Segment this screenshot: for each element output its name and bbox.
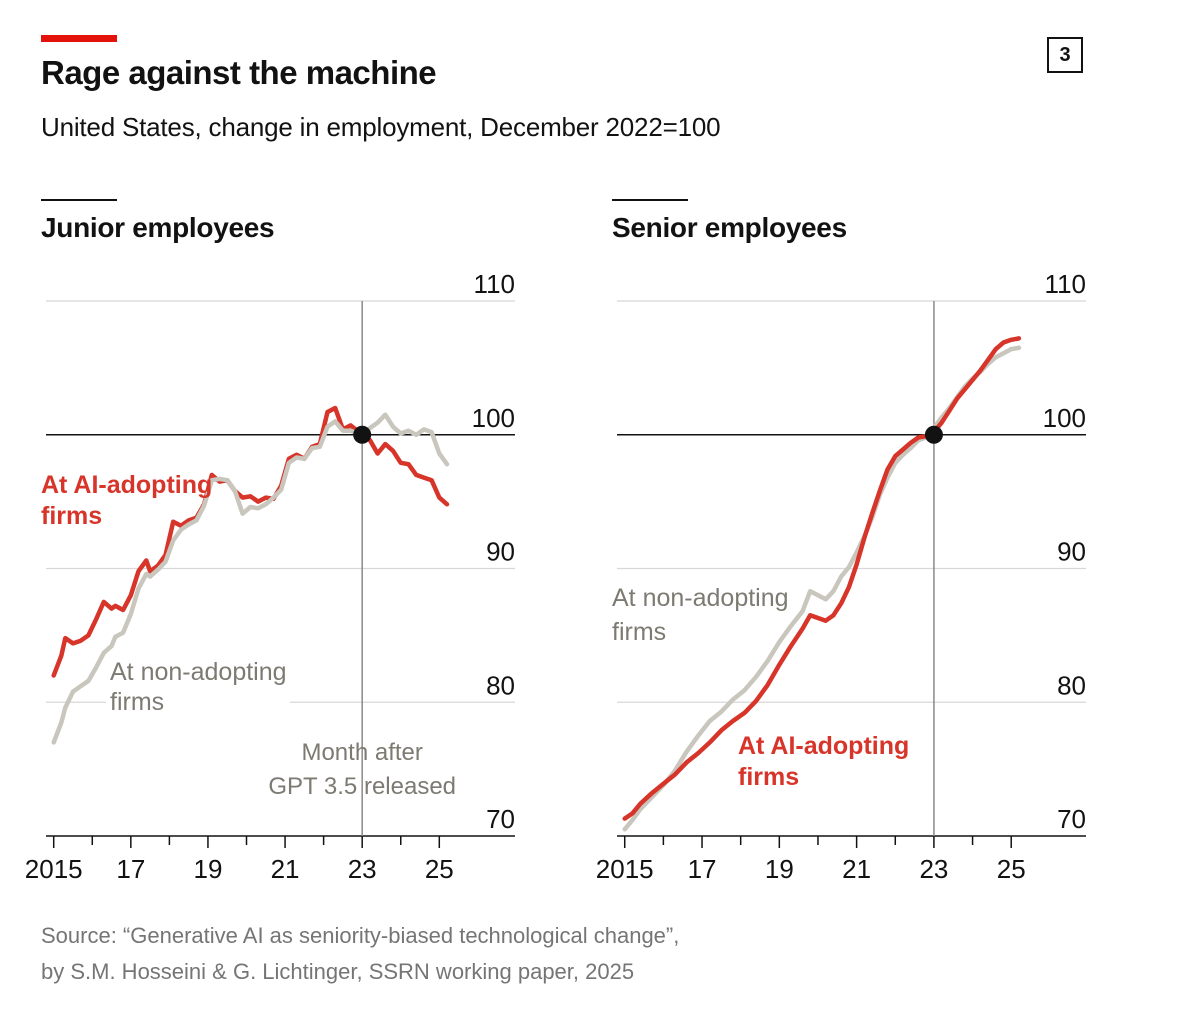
junior-y-tick-label-80: 80 [486,670,515,700]
senior-series-label-ai-adopting-line1: At AI-adopting [738,732,909,760]
senior-series-label-non-adopting-line2: firms [612,618,666,646]
junior-y-tick-label-100: 100 [472,403,515,433]
junior-x-tick-label-2015: 2015 [25,854,83,884]
senior-y-tick-label-80: 80 [1057,670,1086,700]
senior-x-tick-label-23: 23 [919,854,948,884]
source-note: Source: “Generative AI as seniority-bias… [41,918,679,990]
source-line-2: by S.M. Hosseini & G. Lichtinger, SSRN w… [41,959,635,984]
senior-y-tick-label-90: 90 [1057,537,1086,567]
senior-y-tick-label-100: 100 [1043,403,1086,433]
panel-title-senior: Senior employees [612,212,847,243]
senior-x-tick-label-25: 25 [997,854,1026,884]
source-line-1: Source: “Generative AI as seniority-bias… [41,923,680,948]
senior-x-tick-label-21: 21 [842,854,871,884]
junior-series-line-ai-adopting [51,405,450,678]
junior-series-label-non-adopting-line2: firms [110,688,164,716]
junior-x-tick-label-17: 17 [116,854,145,884]
junior-y-tick-label-110: 110 [474,269,515,299]
junior-label-halo-non-adopting [106,654,290,720]
senior-y-tick-label-70: 70 [1057,804,1086,834]
chart-subtitle: United States, change in employment, Dec… [41,112,721,142]
figure-number-badge: 3 [1047,37,1083,73]
senior-x-tick-label-2015: 2015 [596,854,654,884]
senior-x-tick-label-19: 19 [765,854,794,884]
junior-annotation-line2: GPT 3.5 released [268,773,456,800]
junior-x-tick-label-25: 25 [425,854,454,884]
panel-rule-senior [612,199,688,201]
senior-series-label-ai-adopting-line2: firms [738,763,799,791]
junior-y-tick-label-90: 90 [486,537,515,567]
accent-bar [41,35,117,42]
junior-series-label-ai-adopting-line2: firms [41,502,102,530]
senior-reference-point [924,425,943,444]
junior-series-label-non-adopting-line1: At non-adopting [110,658,287,686]
junior-series-label-ai-adopting-line1: At AI-adopting [41,471,212,499]
junior-annotation-line1: Month after [301,739,422,766]
chart-title: Rage against the machine [41,54,437,91]
panel-title-junior: Junior employees [41,212,275,243]
junior-y-tick-label-70: 70 [486,804,515,834]
senior-y-tick-label-110: 110 [1045,269,1086,299]
junior-x-tick-label-19: 19 [193,854,222,884]
junior-reference-point [353,425,372,444]
senior-series-label-non-adopting-line1: At non-adopting [612,584,789,612]
junior-x-tick-label-21: 21 [271,854,300,884]
junior-series-line-non-adopting [51,412,450,745]
junior-x-tick-label-23: 23 [348,854,377,884]
senior-series-line-ai-adopting [622,336,1022,821]
panel-rule-junior [41,199,117,201]
senior-x-tick-label-17: 17 [688,854,717,884]
